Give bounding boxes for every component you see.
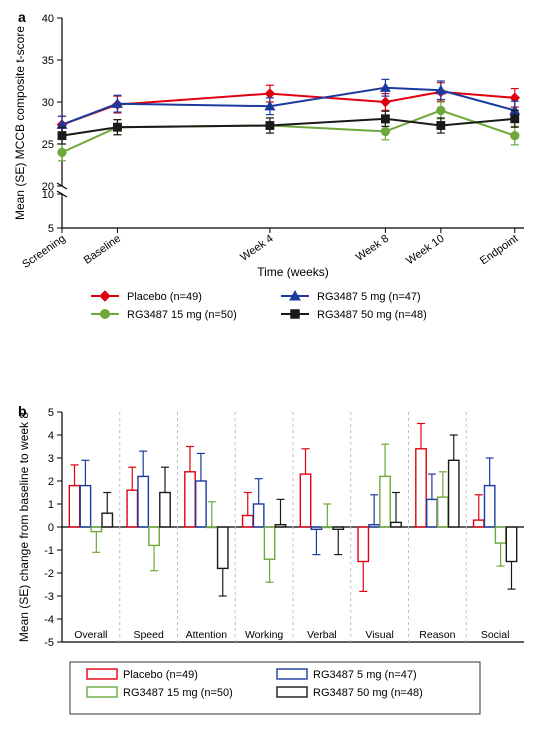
panel-b-domain-label: Working xyxy=(245,629,283,641)
panel-b-ytick: -4 xyxy=(44,614,54,626)
panel-a-ytick: 30 xyxy=(42,97,54,109)
panel-a-xtick: Baseline xyxy=(82,233,123,267)
panel-a-ylabel: Mean (SE) MCCB composite t-score xyxy=(13,26,27,220)
bar-d15 xyxy=(322,527,332,528)
bar-d50 xyxy=(391,522,401,527)
legend-swatch xyxy=(87,669,117,679)
bar-d15 xyxy=(380,476,390,527)
panel-b: b-5-4-3-2-1012345Mean (SE) change from b… xyxy=(17,403,524,714)
series-line-placebo xyxy=(62,92,515,125)
bar-placebo xyxy=(474,520,484,527)
bar-d15 xyxy=(264,527,274,559)
panel-b-domain-label: Verbal xyxy=(307,629,337,641)
panel-b-ytick: 1 xyxy=(48,499,54,511)
bar-d15 xyxy=(495,527,505,543)
bar-d5 xyxy=(311,527,321,529)
panel-a-xtick: Week 10 xyxy=(404,233,446,268)
series-line-d15 xyxy=(62,110,515,152)
bar-d50 xyxy=(160,493,170,528)
bar-d50 xyxy=(102,513,112,527)
panel-a-ytick: 20 xyxy=(42,181,54,193)
panel-a-legend: Placebo (n=49) RG3487 15 mg (n=50) RG3487 … xyxy=(91,291,427,321)
panel-b-ytick: -2 xyxy=(44,568,54,580)
panel-b-ytick: 5 xyxy=(48,407,54,419)
panel-b-ytick: 2 xyxy=(48,476,54,488)
panel-b-ytick: 0 xyxy=(48,522,54,534)
panel-a: a5102025303540Mean (SE) MCCB composite t… xyxy=(13,9,524,279)
bar-d5 xyxy=(80,486,90,527)
legend-item: RG3487 5 mg (n=47) xyxy=(313,669,417,681)
bar-d5 xyxy=(138,476,148,527)
bar-d50 xyxy=(333,527,343,529)
panel-a-xlabel: Time (weeks) xyxy=(257,265,329,279)
bar-placebo xyxy=(69,486,79,527)
panel-b-domain-label: Speed xyxy=(133,629,164,641)
legend-swatch xyxy=(277,687,307,697)
bar-d50 xyxy=(218,527,228,568)
legend-swatch xyxy=(87,687,117,697)
bar-d50 xyxy=(449,460,459,527)
panel-b-domain-label: Visual xyxy=(365,629,393,641)
legend-item: RG3487 50 mg (n=48) xyxy=(313,687,423,699)
bar-d5 xyxy=(427,499,437,527)
legend-item: RG3487 5 mg (n=47) xyxy=(317,291,421,303)
bar-d15 xyxy=(91,527,101,532)
panel-b-ytick: -1 xyxy=(44,545,54,557)
bar-d15 xyxy=(149,527,159,545)
panel-b-ytick: 4 xyxy=(48,430,54,442)
panel-a-ytick: 25 xyxy=(42,139,54,151)
bar-d5 xyxy=(484,486,494,527)
panel-a-ytick: 5 xyxy=(48,223,54,235)
bar-placebo xyxy=(416,449,426,527)
panel-b-ylabel: Mean (SE) change from baseline to week 8 xyxy=(17,412,31,642)
legend-item: Placebo (n=49) xyxy=(127,291,202,303)
legend-item: RG3487 15 mg (n=50) xyxy=(127,309,237,321)
bar-placebo xyxy=(185,472,195,527)
legend-item: Placebo (n=49) xyxy=(123,669,198,681)
bar-placebo xyxy=(127,490,137,527)
panel-b-domain-label: Overall xyxy=(74,629,107,641)
panel-b-ytick: -5 xyxy=(44,637,54,649)
panel-b-domain-label: Social xyxy=(481,629,510,641)
legend-swatch xyxy=(277,669,307,679)
bar-d50 xyxy=(275,525,285,527)
panel-a-xtick: Endpoint xyxy=(478,233,520,268)
bar-d5 xyxy=(369,525,379,527)
bar-d15 xyxy=(207,527,217,528)
panel-a-ytick: 40 xyxy=(42,13,54,25)
panel-b-ytick: 3 xyxy=(48,453,54,465)
figure-svg: a5102025303540Mean (SE) MCCB composite t… xyxy=(0,0,554,736)
panel-a-xtick: Week 4 xyxy=(238,233,275,264)
bar-placebo xyxy=(358,527,368,562)
legend-item: RG3487 50 mg (n=48) xyxy=(317,309,427,321)
bar-d50 xyxy=(506,527,516,562)
panel-a-label: a xyxy=(18,9,26,25)
bar-d5 xyxy=(196,481,206,527)
panel-b-domain-label: Reason xyxy=(419,629,455,641)
panel-a-xtick: Week 8 xyxy=(354,233,391,264)
bar-d5 xyxy=(253,504,263,527)
panel-a-ytick: 35 xyxy=(42,55,54,67)
bar-d15 xyxy=(438,497,448,527)
panel-b-ytick: -3 xyxy=(44,591,54,603)
panel-a-xtick: Screening xyxy=(20,233,67,271)
bar-placebo xyxy=(300,474,310,527)
panel-b-domain-label: Attention xyxy=(186,629,228,641)
legend-item: RG3487 15 mg (n=50) xyxy=(123,687,233,699)
bar-placebo xyxy=(243,516,253,528)
